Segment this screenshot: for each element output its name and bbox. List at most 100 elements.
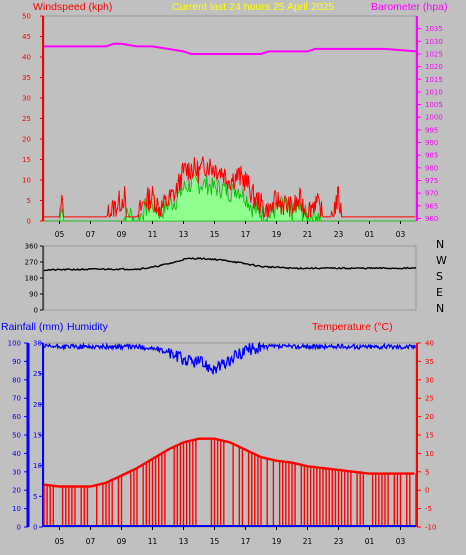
temp-tick-label: 40 — [425, 340, 434, 348]
wind-tick-label: 35 — [22, 74, 31, 82]
baro-axis-label: Barometer (hpa) — [371, 1, 447, 13]
humidity-tick-label: 10 — [12, 505, 21, 513]
wind-tick-label: 45 — [22, 33, 31, 41]
compass-label: N — [436, 238, 444, 251]
direction-tick-label: 360 — [25, 243, 38, 251]
x-tick-label: 11 — [148, 537, 158, 546]
baro-tick-label: 1010 — [425, 88, 443, 96]
x-tick-label: 13 — [179, 537, 189, 546]
x-tick-label: 19 — [272, 230, 282, 239]
windspeed-series — [44, 156, 416, 219]
x-tick-label: 15 — [210, 537, 220, 546]
humidity-tick-label: 60 — [12, 413, 21, 421]
barometer-series — [44, 42, 417, 55]
temp-tick-label: -10 — [425, 524, 436, 532]
baro-tick-label: 1035 — [425, 25, 443, 33]
wind-tick-label: 20 — [22, 136, 31, 144]
gust-series — [44, 173, 416, 223]
x-tick-label: 05 — [55, 230, 65, 239]
x-tick-label: 01 — [365, 537, 375, 546]
baro-tick-label: 965 — [425, 202, 438, 210]
baro-tick-label: 995 — [425, 126, 438, 134]
temp-tick-label: 30 — [425, 376, 434, 384]
humidity-axis-label: Humidity — [67, 321, 109, 333]
rain-tick-label: 15 — [33, 432, 42, 440]
baro-tick-label: 975 — [425, 177, 438, 185]
temp-tick-label: 20 — [425, 413, 434, 421]
temp-tick-label: 35 — [425, 358, 434, 366]
baro-tick-label: 1000 — [425, 114, 443, 122]
baro-tick-label: 1030 — [425, 38, 443, 46]
x-tick-label: 23 — [334, 537, 344, 546]
x-tick-label: 07 — [86, 537, 96, 546]
humidity-tick-label: 50 — [12, 432, 21, 440]
chart-marks: 0510152025303540455096096597097598098599… — [8, 13, 447, 547]
direction-tick-label: 180 — [25, 275, 38, 283]
temp-tick-label: 0 — [425, 487, 429, 495]
humidity-tick-label: 80 — [12, 376, 21, 384]
temp-tick-label: 15 — [425, 432, 434, 440]
rain-tick-label: 5 — [33, 493, 37, 501]
direction-tick-label: 0 — [34, 307, 38, 315]
wind-axis-label: Windspeed (kph) — [33, 1, 112, 13]
x-tick-label: 07 — [86, 230, 96, 239]
baro-tick-label: 990 — [425, 139, 438, 147]
direction-series — [43, 256, 417, 272]
x-tick-label: 09 — [117, 537, 127, 546]
temperature-series — [43, 437, 415, 488]
humidity-tick-label: 20 — [12, 487, 21, 495]
compass-label: S — [436, 270, 443, 283]
x-tick-label: 03 — [396, 230, 406, 239]
x-tick-label: 19 — [272, 537, 282, 546]
baro-tick-label: 1025 — [425, 50, 443, 58]
humidity-tick-label: 30 — [12, 468, 21, 476]
x-tick-label: 05 — [55, 537, 65, 546]
compass-label: N — [436, 302, 444, 315]
temp-tick-label: 10 — [425, 450, 434, 458]
rain-tick-label: 20 — [33, 401, 42, 409]
wind-tick-label: 10 — [22, 177, 31, 185]
wind-tick-label: 25 — [22, 115, 31, 123]
humidity-tick-label: 90 — [12, 358, 21, 366]
wind-tick-label: 40 — [22, 54, 31, 62]
baro-tick-label: 970 — [425, 190, 438, 198]
baro-tick-label: 1015 — [425, 76, 443, 84]
x-tick-label: 13 — [179, 230, 189, 239]
baro-tick-label: 1005 — [425, 101, 443, 109]
baro-tick-label: 980 — [425, 164, 438, 172]
compass-label: E — [436, 286, 443, 299]
x-tick-label: 09 — [117, 230, 127, 239]
wind-tick-label: 5 — [27, 197, 31, 205]
temp-tick-label: 25 — [425, 395, 434, 403]
temp-tick-label: 5 — [425, 468, 429, 476]
baro-tick-label: 960 — [425, 215, 438, 223]
temp-tick-label: -5 — [425, 505, 432, 513]
wind-tick-label: 0 — [27, 218, 31, 226]
rain-tick-label: 10 — [33, 462, 42, 470]
panel-direction-frame — [43, 245, 417, 311]
x-tick-label: 21 — [303, 537, 313, 546]
wind-tick-label: 30 — [22, 95, 31, 103]
humidity-series — [43, 341, 416, 375]
direction-tick-label: 90 — [29, 291, 38, 299]
direction-tick-label: 270 — [25, 259, 38, 267]
rain-tick-label: 25 — [33, 370, 42, 378]
x-tick-label: 21 — [303, 230, 313, 239]
humidity-tick-label: 100 — [8, 340, 21, 348]
humidity-tick-label: 70 — [12, 395, 21, 403]
baro-tick-label: 985 — [425, 152, 438, 160]
temp-axis-label: Temperature (°C) — [312, 321, 393, 333]
baro-tick-label: 1020 — [425, 63, 443, 71]
x-tick-label: 03 — [396, 537, 406, 546]
chart-title: Current last 24 hours 25 April 2025 — [172, 1, 334, 13]
x-tick-label: 15 — [210, 230, 220, 239]
rain-axis-label: Rainfall (mm) — [1, 321, 63, 333]
x-tick-label: 17 — [241, 230, 251, 239]
rain-tick-label: 30 — [33, 340, 42, 348]
humidity-tick-label: 40 — [12, 450, 21, 458]
rain-tick-label: 0 — [33, 524, 37, 532]
compass-label: W — [436, 254, 447, 267]
x-tick-label: 11 — [148, 230, 158, 239]
